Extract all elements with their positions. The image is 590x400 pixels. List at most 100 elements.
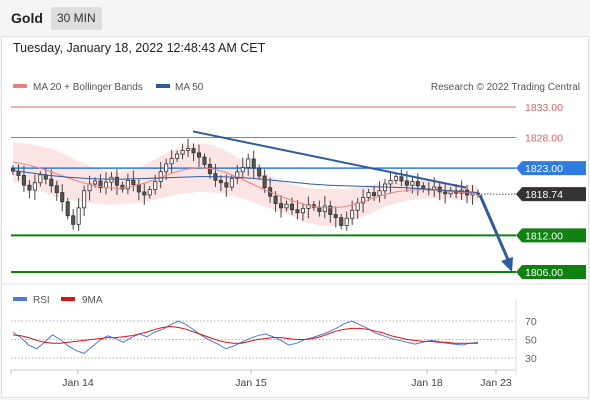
candle [240, 157, 245, 179]
candle [300, 203, 305, 221]
level-label: 1806.00 [525, 267, 563, 279]
candle [54, 180, 59, 201]
asset-title: Gold [11, 10, 43, 26]
x-tick-label: Jan 14 [62, 377, 94, 389]
candle [393, 173, 398, 184]
candle-body-up [147, 189, 152, 196]
candle [131, 170, 136, 192]
trendline [192, 130, 467, 189]
candle-body-down [196, 152, 202, 158]
x-axis: Jan 14 Jan 15 Jan 18 Jan 23 [10, 370, 512, 389]
candle-body-down [54, 185, 59, 193]
candle-body-up [32, 182, 37, 191]
candle-body-up [361, 197, 366, 204]
candle-body-down [60, 192, 65, 203]
level-label-box [516, 228, 586, 243]
level-label: 1818.74 [525, 189, 563, 201]
price-layer [10, 106, 516, 273]
candle [60, 184, 65, 212]
candle-body-down [251, 158, 256, 169]
candle [27, 180, 32, 199]
candle [218, 175, 223, 192]
candle-body-up [164, 163, 169, 173]
rsi-tick-label: 50 [525, 335, 537, 347]
candle [306, 196, 311, 219]
candle [339, 213, 344, 230]
candle [251, 150, 256, 178]
candle [32, 174, 37, 200]
candle-body-up [180, 149, 185, 155]
candle-body-up [246, 158, 251, 168]
candle-body-down [333, 214, 338, 219]
rsi-ma9-line [12, 326, 478, 344]
candle-body-up [235, 171, 240, 179]
candle-body-up [82, 190, 87, 209]
candle-body-down [262, 175, 267, 189]
candle-body-up [93, 180, 98, 185]
candle-body-down [328, 205, 333, 215]
candle-body-down [65, 201, 70, 217]
candle [114, 169, 119, 195]
candle-body-down [49, 178, 54, 187]
candle [164, 158, 169, 181]
level-label: 1823.00 [525, 163, 563, 175]
candle-body-down [399, 176, 404, 182]
rsi-line [12, 320, 479, 354]
candle-body-up [350, 209, 355, 219]
candle [224, 174, 229, 197]
candle-body-down [317, 206, 322, 212]
candle-body-up [284, 203, 289, 209]
candle-body-up [229, 178, 234, 188]
candle [235, 165, 240, 184]
candle-body-up [76, 207, 81, 225]
candle-body-down [71, 215, 76, 225]
candle [410, 176, 415, 194]
candle-body-down [372, 192, 377, 197]
candle [202, 153, 207, 169]
candle [10, 165, 16, 175]
candle [399, 169, 404, 187]
candle [344, 211, 349, 231]
candle [295, 199, 300, 220]
candle [142, 183, 147, 205]
candle [76, 198, 81, 232]
candle-body-down [289, 203, 295, 211]
ma9-legend-swatch [61, 297, 75, 301]
candle [377, 180, 382, 203]
candle [65, 198, 70, 220]
candle-body-down [120, 184, 125, 190]
level-label: 1812.00 [525, 230, 563, 242]
candle-body-down [21, 175, 26, 186]
candle [191, 143, 196, 162]
candle-body-down [295, 209, 300, 214]
candle [366, 188, 371, 202]
timeframe-button[interactable]: 30 MIN [51, 7, 102, 30]
ma50-line [12, 170, 479, 194]
level-label: 1828.00 [525, 133, 563, 145]
level-label: 1833.00 [525, 102, 563, 114]
x-tick-label: Jan 18 [411, 377, 443, 389]
x-tick-label: Jan 15 [235, 377, 267, 389]
candle [71, 209, 76, 230]
candle-body-up [355, 202, 360, 211]
rsi-tick-label: 30 [525, 353, 537, 365]
candle-body-up [388, 179, 393, 185]
candle-body-up [322, 205, 327, 212]
candle [49, 169, 54, 193]
level-label-box [516, 161, 586, 176]
candle-body-down [279, 203, 284, 209]
candle-body-down [273, 195, 278, 204]
candle-body-up [366, 192, 371, 198]
candle [147, 185, 152, 199]
candle [175, 150, 180, 162]
candle-body-up [175, 153, 180, 159]
ma50-legend-swatch [156, 84, 170, 88]
candle-body-down [142, 191, 147, 196]
candle-body-up [125, 179, 130, 190]
x-tick-label: Jan 23 [480, 377, 512, 389]
candle-body-up [240, 167, 245, 173]
candle-body-down [131, 179, 136, 186]
candle [120, 181, 125, 193]
candle [333, 206, 338, 228]
candle [328, 200, 333, 223]
